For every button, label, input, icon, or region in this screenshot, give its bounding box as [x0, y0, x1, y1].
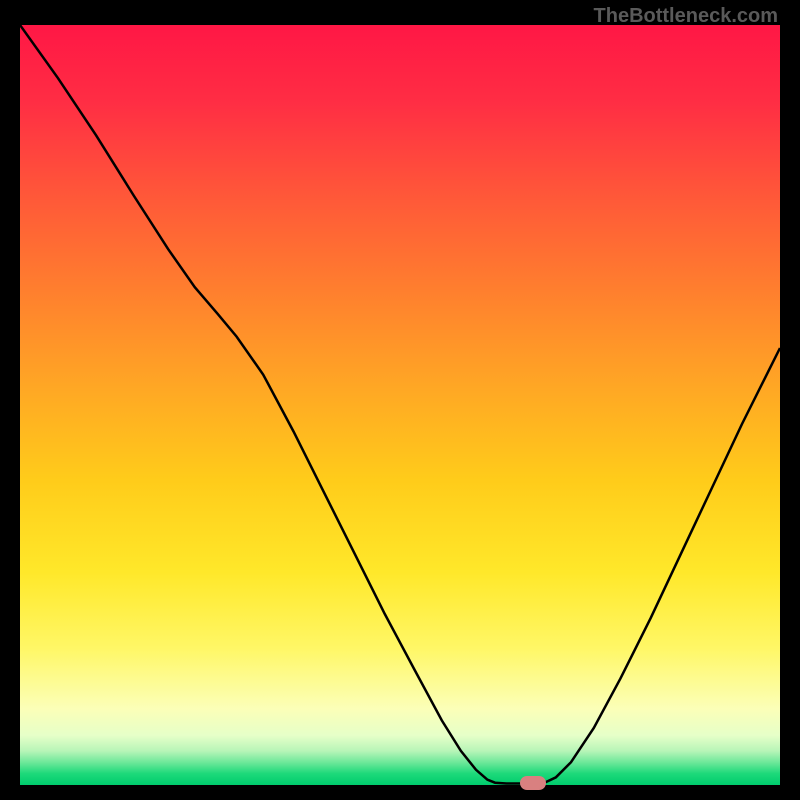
bottleneck-curve [20, 25, 780, 785]
bottleneck-chart: TheBottleneck.com [0, 0, 800, 800]
plot-area [20, 25, 780, 785]
optimal-marker [520, 776, 546, 790]
